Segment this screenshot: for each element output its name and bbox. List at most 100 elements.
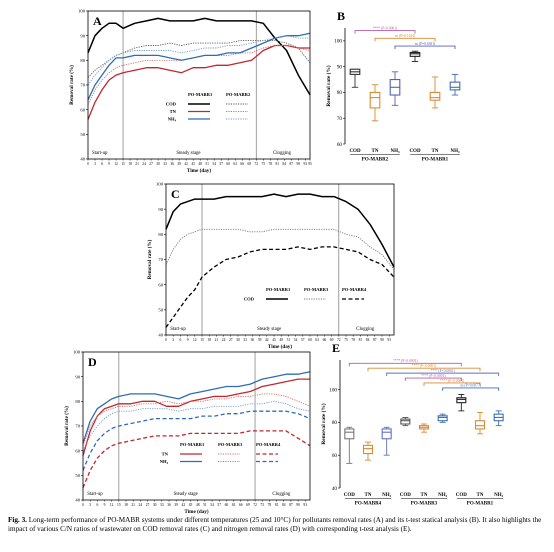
x-tick-label: 36 xyxy=(170,162,174,166)
x-tick-label: 12 xyxy=(193,338,197,342)
x-tick-label: 15 xyxy=(117,503,121,507)
y-tick-label: 40 xyxy=(75,498,80,503)
y-axis-label: Removal rate (%) xyxy=(68,65,75,105)
y-axis-label: Removal rate (%) xyxy=(146,239,153,279)
x-tick-label: 87 xyxy=(289,503,293,507)
x-tick-label: 42 xyxy=(182,503,186,507)
x-tick-label: 15 xyxy=(200,338,204,342)
comparison-bracket xyxy=(374,37,436,42)
x-axis-label: Time (day) xyxy=(268,343,293,350)
comparison-label: **** (P<0.0001) xyxy=(412,364,437,368)
y-tick-label: 40 xyxy=(332,486,338,492)
y-tick-label: 40 xyxy=(80,157,85,162)
comparison-bracket xyxy=(386,372,500,377)
x-axis-label: Time (day) xyxy=(187,167,212,174)
x-tick-label: 75 xyxy=(261,162,265,166)
x-tick-label: 21 xyxy=(215,338,219,342)
series-line xyxy=(87,44,310,120)
category-label: COD xyxy=(349,149,361,154)
legend-row-label: TN xyxy=(162,452,169,457)
x-tick-label: 69 xyxy=(246,503,250,507)
legend-row-label: COD xyxy=(244,297,255,302)
x-tick-label: 60 xyxy=(226,162,230,166)
caption-text: Long-term performance of PO-MABR systems… xyxy=(8,516,542,534)
y-tick-label: 70 xyxy=(80,83,85,88)
box-body xyxy=(381,428,392,440)
category-label: NH₄ xyxy=(391,149,401,154)
y-axis-label: Removal rate (%) xyxy=(320,403,327,445)
stage-label: Clogging xyxy=(272,492,290,497)
x-tick-label: 18 xyxy=(124,503,128,507)
box-body xyxy=(456,397,467,404)
x-tick-label: 57 xyxy=(219,162,223,166)
x-tick-label: 95 xyxy=(308,162,312,166)
x-tick-label: 33 xyxy=(163,162,167,166)
series-line xyxy=(82,378,310,456)
x-tick-label: 3 xyxy=(172,338,174,342)
x-tick-label: 42 xyxy=(265,338,269,342)
comparison-bracket xyxy=(367,367,481,372)
series-line xyxy=(82,371,311,444)
x-tick-label: 9 xyxy=(108,162,110,166)
comparison-label: ns (P=0.0877) xyxy=(460,384,481,388)
legend-row-label: COD xyxy=(166,102,177,107)
y-tick-label: 50 xyxy=(158,308,163,313)
comparison-bracket xyxy=(348,362,462,367)
x-tick-label: 9 xyxy=(187,338,189,342)
x-tick-label: 93 xyxy=(304,162,308,166)
group-label: PO-MABR1 xyxy=(467,502,494,507)
x-tick-label: 27 xyxy=(146,503,150,507)
legend-header: PO-MABR1 xyxy=(180,442,205,447)
panel-letter: D xyxy=(88,355,97,369)
x-tick-label: 72 xyxy=(254,162,258,166)
x-tick-label: 84 xyxy=(282,503,286,507)
x-tick-label: 63 xyxy=(233,162,237,166)
x-tick-label: 12 xyxy=(114,162,118,166)
x-tick-label: 0 xyxy=(87,162,89,166)
category-label: COD xyxy=(344,493,356,498)
series-line xyxy=(82,393,311,446)
y-tick-label: 100 xyxy=(78,9,86,14)
y-tick-label: 80 xyxy=(337,90,343,96)
x-tick-label: 81 xyxy=(275,162,279,166)
x-tick-label: 36 xyxy=(167,503,171,507)
panel-letter: C xyxy=(171,187,180,201)
legend-row-label: NH₄ xyxy=(168,117,177,122)
box-body xyxy=(400,418,411,425)
x-tick-label: 24 xyxy=(222,338,226,342)
y-tick-label: 90 xyxy=(80,33,85,38)
plot-frame xyxy=(87,10,311,160)
x-tick-label: 72 xyxy=(337,338,341,342)
y-tick-label: 50 xyxy=(80,132,85,137)
x-tick-label: 36 xyxy=(251,338,255,342)
y-tick-label: 100 xyxy=(334,39,342,45)
y-tick-label: 100 xyxy=(329,387,337,393)
panel-letter: E xyxy=(332,341,340,355)
x-tick-label: 54 xyxy=(294,338,298,342)
category-label: COD xyxy=(409,149,421,154)
x-tick-label: 27 xyxy=(149,162,153,166)
category-label: NH₄ xyxy=(438,493,448,498)
panel-e: 40 60 80 100 Removal rate (%) COD TN NH₄ COD TN NH… xyxy=(320,341,504,507)
y-tick-label: 60 xyxy=(332,453,338,459)
x-tick-label: 78 xyxy=(268,503,272,507)
series-line xyxy=(87,35,310,86)
series-line xyxy=(165,228,395,270)
category-label: NH₄ xyxy=(494,493,504,498)
plot-frame xyxy=(82,351,311,501)
comparison-bracket xyxy=(423,382,481,386)
x-tick-label: 0 xyxy=(82,503,84,507)
comparison-bracket xyxy=(404,377,462,382)
box-body xyxy=(449,81,461,91)
x-tick-label: 84 xyxy=(282,162,286,166)
panel-letter: B xyxy=(337,9,345,23)
stage-label: Steady stage xyxy=(176,151,200,156)
x-tick-label: 51 xyxy=(203,503,207,507)
y-tick-label: 90 xyxy=(337,64,343,70)
x-tick-label: 21 xyxy=(131,503,135,507)
x-tick-label: 3 xyxy=(89,503,91,507)
y-tick-label: 100 xyxy=(156,182,164,187)
box-body xyxy=(429,91,441,101)
stage-label: Start-up xyxy=(170,327,186,332)
